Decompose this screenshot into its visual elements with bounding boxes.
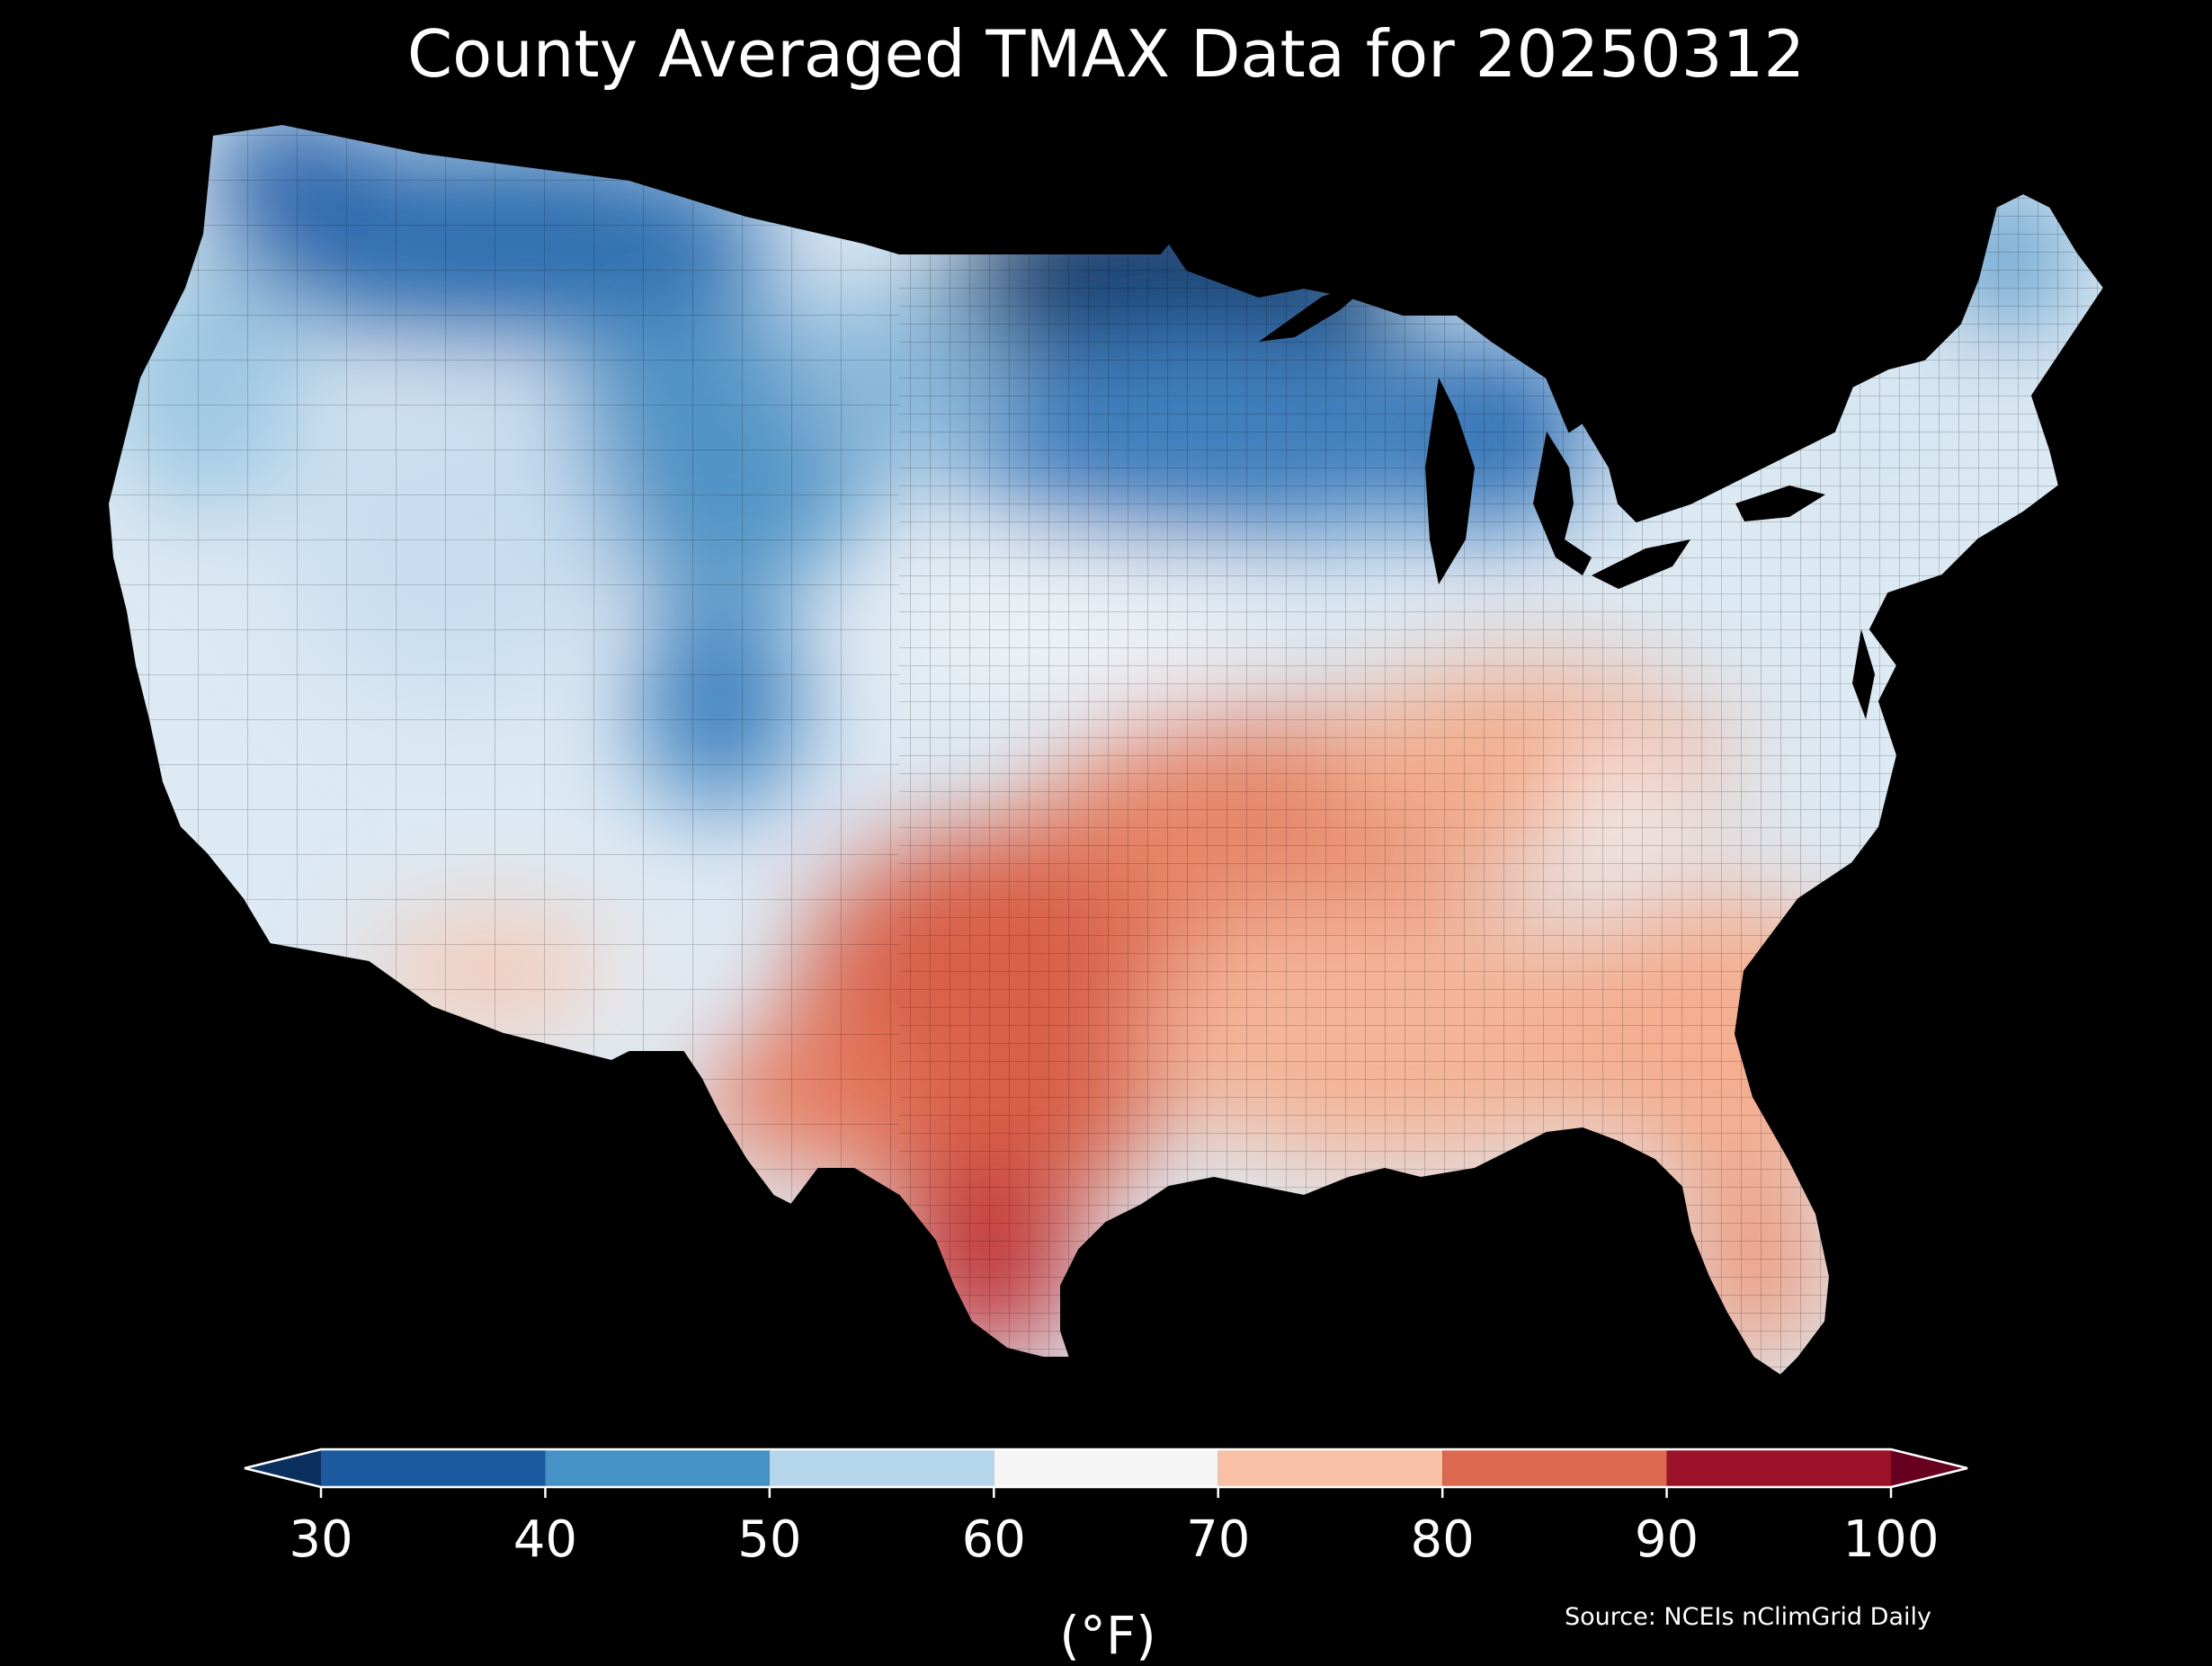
lake-erie bbox=[1592, 539, 1690, 589]
colorbar-under-extension bbox=[245, 1449, 321, 1487]
colorbar-tick-label-30: 30 bbox=[289, 1510, 353, 1569]
colorbar-tick-label-90: 90 bbox=[1634, 1510, 1699, 1569]
map-title: County Averaged TMAX Data for 20250312 bbox=[406, 16, 1806, 92]
source-note: Source: NCEIs nClimGrid Daily bbox=[1565, 1603, 1931, 1631]
great-lakes bbox=[1259, 279, 1875, 719]
colorbar-tick-label-100: 100 bbox=[1842, 1510, 1940, 1569]
colorbar-bin-40-50 bbox=[545, 1449, 770, 1487]
lake-huron bbox=[1533, 432, 1592, 575]
colorbar-bin-30-40 bbox=[321, 1449, 546, 1487]
colorbar-tick-label-60: 60 bbox=[961, 1510, 1026, 1569]
colorbar-over-extension bbox=[1891, 1449, 1967, 1487]
colorbar-bin-60-70 bbox=[994, 1449, 1218, 1487]
lake-ontario bbox=[1735, 486, 1825, 521]
colorbar-tick-label-50: 50 bbox=[737, 1510, 802, 1569]
colorbar-bin-90-100 bbox=[1666, 1449, 1891, 1487]
colorbar-bin-80-90 bbox=[1442, 1449, 1667, 1487]
colorbar-tick-label-40: 40 bbox=[513, 1510, 578, 1569]
colorbar-bins bbox=[321, 1449, 1891, 1487]
lake-michigan bbox=[1425, 378, 1475, 584]
colorbar bbox=[244, 1448, 1968, 1498]
lake-superior bbox=[1259, 279, 1376, 342]
colorbar-ticks bbox=[319, 1487, 1893, 1498]
chesapeake-bay bbox=[1852, 629, 1875, 719]
colorbar-bin-70-80 bbox=[1217, 1449, 1443, 1487]
colorbar-unit-label: (°F) bbox=[1059, 1605, 1156, 1666]
colorbar-bin-50-60 bbox=[769, 1449, 995, 1487]
colorbar-tick-label-80: 80 bbox=[1410, 1510, 1475, 1569]
colorbar-tick-label-70: 70 bbox=[1186, 1510, 1251, 1569]
